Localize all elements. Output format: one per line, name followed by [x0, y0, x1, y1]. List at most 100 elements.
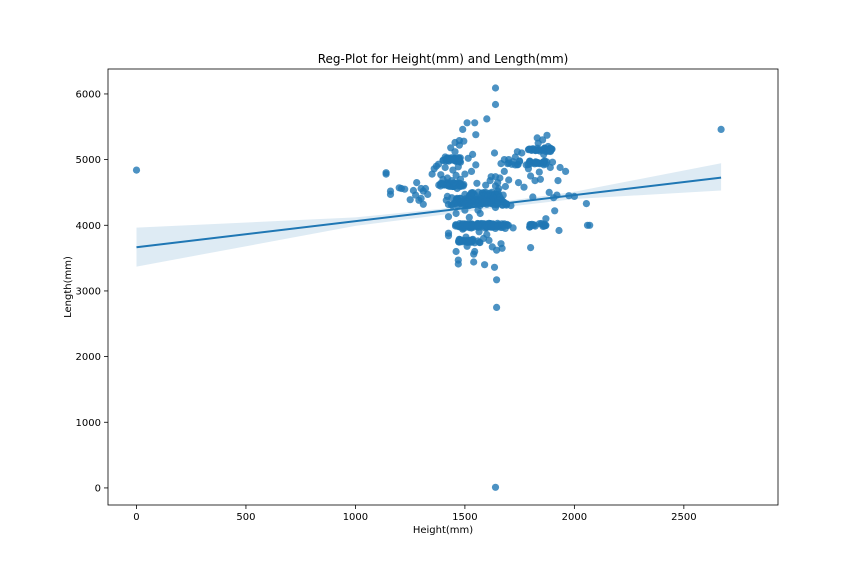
confidence-band	[136, 163, 722, 267]
data-point	[501, 182, 509, 191]
data-point	[520, 183, 528, 191]
data-point	[531, 177, 539, 185]
x-tick-label: 500	[236, 512, 255, 523]
y-tick-label: 0	[95, 483, 101, 494]
y-tick-label: 4000	[76, 221, 101, 232]
data-point	[514, 179, 523, 187]
data-point	[473, 179, 481, 187]
data-point	[532, 158, 540, 166]
data-point	[463, 119, 471, 127]
data-point	[518, 149, 526, 157]
data-point	[441, 163, 449, 172]
data-point	[516, 157, 524, 165]
data-point	[470, 258, 478, 266]
data-point	[467, 167, 476, 175]
data-point	[496, 174, 504, 182]
data-point	[562, 167, 570, 175]
data-point	[491, 100, 500, 109]
data-point	[444, 232, 453, 240]
data-point	[452, 209, 460, 218]
data-point	[476, 209, 484, 218]
points-layer	[132, 84, 725, 491]
data-point	[551, 207, 559, 215]
data-point	[451, 148, 459, 156]
regression-line	[136, 176, 722, 249]
data-point	[483, 115, 491, 123]
data-point	[444, 213, 453, 221]
y-tick-label: 6000	[76, 89, 101, 100]
data-point	[401, 185, 409, 193]
x-tick-label: 1500	[452, 512, 477, 523]
data-point	[555, 226, 563, 235]
regression-layer	[136, 176, 722, 249]
data-point	[471, 119, 479, 127]
x-axis-label: Height(mm)	[413, 525, 473, 536]
data-point	[467, 222, 476, 230]
data-point	[382, 170, 390, 178]
data-point	[535, 168, 543, 176]
data-point	[536, 175, 545, 183]
data-point	[448, 194, 456, 202]
data-point	[582, 200, 591, 208]
x-tick-label: 2000	[562, 512, 587, 523]
data-point	[482, 181, 490, 189]
data-point	[456, 181, 465, 189]
data-point	[529, 193, 537, 201]
data-point	[461, 190, 469, 198]
data-point	[539, 136, 547, 144]
data-point	[543, 131, 551, 139]
data-point	[460, 137, 468, 145]
data-point	[527, 172, 535, 180]
data-point	[421, 184, 430, 193]
data-point	[483, 230, 491, 239]
data-point	[469, 150, 477, 158]
data-point	[417, 194, 425, 202]
y-tick-label: 2000	[76, 352, 101, 363]
x-tick-label: 2500	[671, 512, 696, 523]
data-point	[490, 149, 499, 157]
y-tick-label: 5000	[76, 155, 101, 166]
data-point	[498, 244, 506, 252]
data-point	[472, 161, 480, 169]
data-point	[491, 483, 500, 491]
data-point	[554, 177, 562, 185]
data-point	[509, 224, 517, 232]
data-point	[419, 200, 427, 208]
data-point	[412, 191, 420, 199]
data-point	[532, 146, 540, 154]
data-point	[525, 145, 533, 153]
data-point	[530, 221, 538, 229]
data-point	[499, 191, 507, 199]
x-tick-label: 0	[133, 512, 139, 523]
data-point	[454, 260, 462, 268]
data-point	[459, 125, 467, 133]
data-point	[406, 196, 414, 204]
data-point	[450, 156, 458, 164]
data-point	[717, 125, 725, 133]
data-point	[544, 142, 552, 151]
data-point	[505, 176, 513, 184]
data-point	[413, 179, 421, 187]
data-point	[540, 150, 548, 158]
data-point	[493, 276, 501, 284]
data-point	[541, 157, 549, 165]
y-axis-ticks: 0 1000 2000 3000 4000 5000 6000	[76, 89, 108, 494]
data-point	[586, 221, 594, 229]
data-point	[424, 190, 432, 198]
data-point	[556, 163, 564, 172]
data-point	[491, 84, 500, 92]
data-point	[548, 158, 557, 166]
data-point	[449, 166, 457, 174]
ci-band-layer	[136, 163, 722, 267]
y-tick-label: 1000	[76, 418, 101, 429]
y-axis-label: Length(mm)	[63, 256, 74, 318]
chart-title: Reg-Plot for Height(mm) and Length(mm)	[318, 52, 569, 66]
data-point	[545, 188, 553, 196]
data-point	[495, 184, 503, 193]
data-point	[456, 158, 465, 166]
data-point	[505, 156, 513, 164]
data-point	[472, 131, 480, 139]
data-point	[467, 190, 476, 198]
